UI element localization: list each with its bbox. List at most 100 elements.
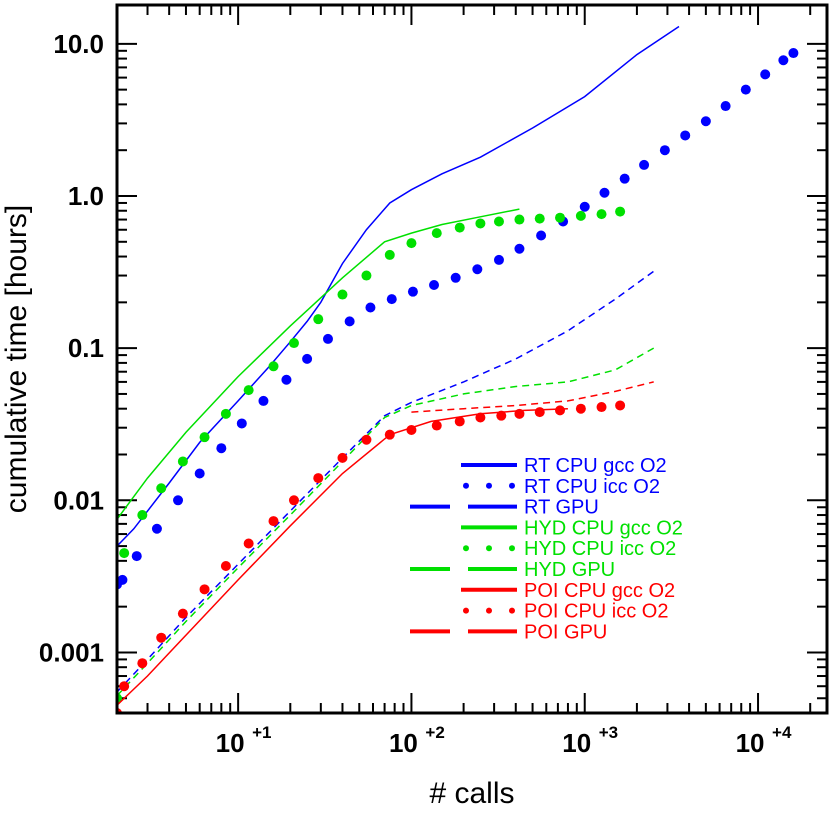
legend-swatch-dot <box>486 607 492 614</box>
data-point <box>313 314 324 325</box>
data-point <box>406 424 417 435</box>
data-point <box>137 658 148 669</box>
data-point <box>760 69 771 80</box>
y-tick-label: 0.001 <box>39 637 104 667</box>
ticks-layer <box>116 5 827 714</box>
legend-swatch-dot <box>509 482 515 489</box>
data-point <box>429 280 440 291</box>
data-point <box>575 403 586 414</box>
data-point <box>322 333 333 344</box>
data-point <box>268 516 279 527</box>
data-point <box>720 101 731 112</box>
data-point <box>337 289 348 300</box>
data-point <box>156 483 167 494</box>
data-point <box>236 418 247 429</box>
data-point <box>177 608 188 619</box>
x-tick-label: 10 <box>216 728 245 758</box>
data-point <box>119 681 130 692</box>
y-tick-label: 0.1 <box>68 333 104 363</box>
legend-label: HYD CPU gcc O2 <box>524 517 683 539</box>
x-tick-exponent: +1 <box>252 723 271 742</box>
tick-labels: 10 +1 10 +2 10 +3 10 +4 0.001 0.01 0.1 1.0 10.0 <box>39 29 792 758</box>
y-axis-label: cumulative time [hours] <box>0 205 33 513</box>
legend-swatch-dot <box>509 545 515 552</box>
data-point <box>575 210 586 221</box>
data-point <box>431 228 442 239</box>
data-point <box>177 456 188 467</box>
data-point <box>454 222 465 233</box>
data-point <box>131 551 142 562</box>
data-point <box>555 212 566 223</box>
data-point <box>615 400 626 411</box>
data-point <box>579 201 590 212</box>
data-point <box>173 495 184 506</box>
data-point <box>514 214 525 225</box>
legend-label: HYD GPU <box>524 559 615 581</box>
legend-label: RT GPU <box>524 497 599 519</box>
data-point <box>337 452 348 463</box>
series-line-poi-cpu-gcc-o2 <box>117 407 568 706</box>
data-point <box>344 316 355 327</box>
data-point <box>361 434 372 445</box>
y-tick-label: 0.01 <box>53 485 104 515</box>
legend-label: RT CPU gcc O2 <box>524 455 667 477</box>
legend-swatch-dot <box>486 482 492 489</box>
data-point <box>199 432 210 443</box>
data-point <box>365 302 376 313</box>
series-rt-cpu-icc-o2 <box>117 48 799 590</box>
data-point <box>386 294 397 305</box>
data-point <box>596 402 607 413</box>
data-point <box>137 510 148 521</box>
data-point <box>740 84 751 95</box>
data-point <box>778 55 789 66</box>
data-point <box>281 374 292 385</box>
data-point <box>220 560 231 571</box>
data-point <box>361 270 372 281</box>
data-point <box>534 213 545 224</box>
y-tick-label: 10.0 <box>53 29 104 59</box>
data-point <box>788 48 799 59</box>
data-point <box>384 249 395 260</box>
data-point <box>288 495 299 506</box>
legend-swatch-dot <box>463 607 469 614</box>
data-point <box>450 272 461 283</box>
series-line-rt-cpu-gcc-o2 <box>117 25 680 547</box>
legend-label: POI CPU gcc O2 <box>524 580 675 602</box>
x-tick-label: 10 <box>562 728 591 758</box>
data-point <box>268 361 279 372</box>
data-point <box>680 130 691 141</box>
data-point <box>472 264 483 275</box>
data-point <box>596 209 607 220</box>
data-point <box>407 286 418 297</box>
data-point <box>216 443 227 454</box>
x-tick-label: 10 <box>389 728 418 758</box>
legend-swatch-dot <box>486 545 492 552</box>
data-point <box>619 173 630 184</box>
data-point <box>220 408 231 419</box>
x-tick-exponent: +2 <box>425 723 444 742</box>
series-line-hyd-gpu <box>117 347 655 697</box>
legend-swatch-dot <box>463 482 469 489</box>
data-point <box>700 116 711 127</box>
data-point <box>493 216 504 227</box>
data-point <box>384 429 395 440</box>
data-point <box>639 159 650 170</box>
data-point <box>659 145 670 156</box>
legend-label: RT CPU icc O2 <box>524 476 660 498</box>
x-tick-exponent: +3 <box>599 723 618 742</box>
data-point <box>514 408 525 419</box>
data-point <box>534 407 545 418</box>
data-point <box>406 238 417 249</box>
plot-frame <box>115 3 829 715</box>
y-tick-label: 1.0 <box>68 181 104 211</box>
data-point <box>555 405 566 416</box>
data-point <box>117 574 128 585</box>
data-point <box>536 230 547 241</box>
series-line-hyd-cpu-gcc-o2 <box>117 208 520 520</box>
data-point <box>194 468 205 479</box>
data-point <box>615 206 626 217</box>
x-tick-exponent: +4 <box>772 723 792 742</box>
legend-swatch-dot <box>463 545 469 552</box>
